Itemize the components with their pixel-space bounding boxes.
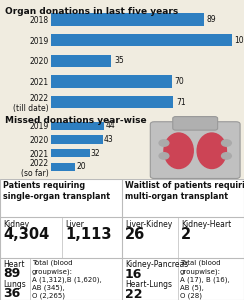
Text: 32: 32 bbox=[91, 148, 101, 158]
Text: Patients requiring
single-organ transplant: Patients requiring single-organ transpla… bbox=[3, 181, 110, 201]
Text: Heart-Lungs: Heart-Lungs bbox=[125, 280, 172, 289]
Text: Total (blood
groupwise):
A (17), B (16),
AB (5),
O (28): Total (blood groupwise): A (17), B (16),… bbox=[180, 260, 230, 299]
Text: 89: 89 bbox=[3, 267, 20, 280]
Ellipse shape bbox=[164, 133, 193, 169]
Text: 16: 16 bbox=[125, 268, 142, 281]
Text: Organ donations in last five years: Organ donations in last five years bbox=[5, 7, 178, 16]
Text: Kidney-Pancreas: Kidney-Pancreas bbox=[125, 260, 188, 269]
Text: Heart: Heart bbox=[3, 260, 24, 269]
Circle shape bbox=[222, 140, 231, 146]
Text: Waitlist of patients requiring
multi-organ transplant: Waitlist of patients requiring multi-org… bbox=[125, 181, 244, 201]
FancyBboxPatch shape bbox=[150, 122, 240, 178]
Circle shape bbox=[159, 153, 169, 159]
Text: 43: 43 bbox=[104, 135, 114, 144]
Text: Missed donations year-wise: Missed donations year-wise bbox=[5, 116, 146, 125]
Text: 70: 70 bbox=[174, 77, 184, 86]
Bar bbox=[51, 122, 104, 130]
Text: 71: 71 bbox=[176, 98, 186, 106]
Text: 26: 26 bbox=[125, 227, 145, 242]
Text: 44: 44 bbox=[105, 121, 115, 130]
Bar bbox=[51, 149, 90, 157]
Text: 35: 35 bbox=[114, 56, 124, 65]
Text: Kidney: Kidney bbox=[3, 220, 29, 229]
Bar bbox=[51, 75, 172, 88]
Text: 4,304: 4,304 bbox=[3, 227, 49, 242]
Text: Total (blood
groupwise):
A (1,312),B (1,620),
AB (345),
O (2,265): Total (blood groupwise): A (1,312),B (1,… bbox=[32, 260, 102, 299]
Text: 36: 36 bbox=[3, 287, 20, 300]
Bar bbox=[51, 55, 112, 67]
FancyBboxPatch shape bbox=[173, 117, 218, 130]
Text: Lungs: Lungs bbox=[3, 280, 26, 289]
Text: 22: 22 bbox=[125, 288, 142, 300]
Bar bbox=[51, 135, 103, 143]
FancyBboxPatch shape bbox=[0, 178, 244, 300]
Text: Liver: Liver bbox=[65, 220, 84, 229]
Text: 89: 89 bbox=[207, 15, 217, 24]
Bar bbox=[51, 96, 173, 108]
Text: 1,113: 1,113 bbox=[65, 227, 112, 242]
Bar bbox=[51, 13, 204, 26]
Text: 20: 20 bbox=[76, 162, 86, 171]
Text: Liver-Kidney: Liver-Kidney bbox=[125, 220, 172, 229]
Text: Kidney-Heart: Kidney-Heart bbox=[181, 220, 231, 229]
Text: 2: 2 bbox=[181, 227, 191, 242]
Text: 105: 105 bbox=[234, 36, 244, 45]
Bar bbox=[51, 34, 232, 46]
Ellipse shape bbox=[197, 133, 226, 169]
Circle shape bbox=[222, 153, 231, 159]
Circle shape bbox=[159, 140, 169, 146]
Bar bbox=[51, 163, 75, 171]
